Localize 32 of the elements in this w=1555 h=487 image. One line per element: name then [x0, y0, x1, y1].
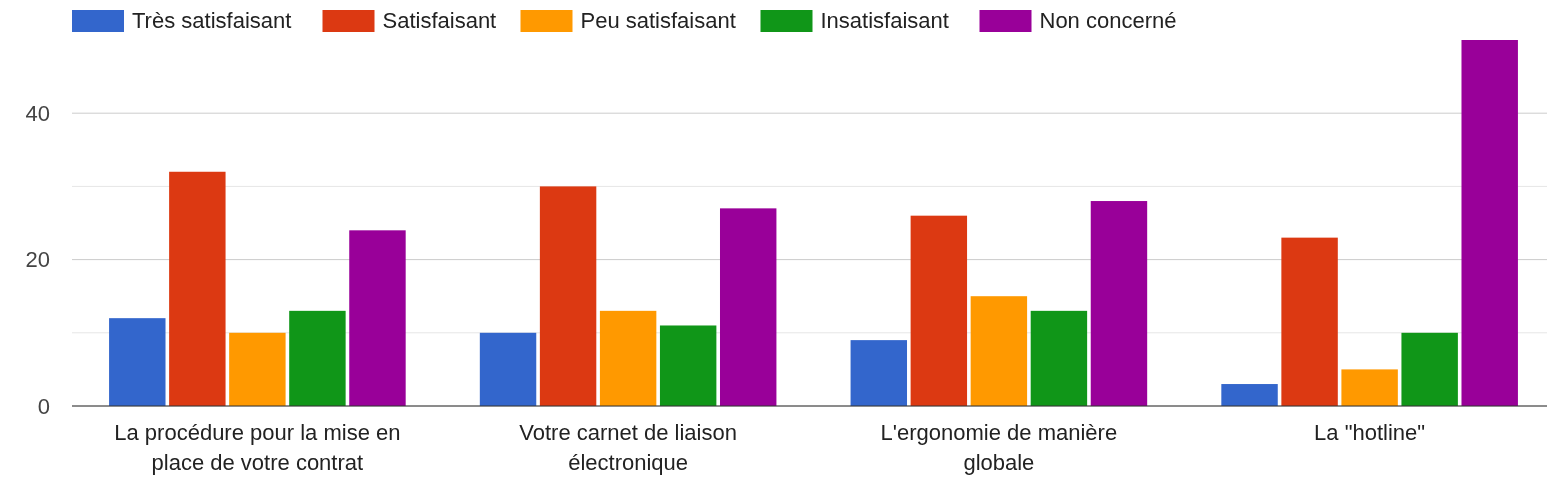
- legend-label: Peu satisfaisant: [580, 8, 736, 33]
- legend-label: Non concerné: [1039, 8, 1177, 33]
- x-tick-label: La "hotline": [1314, 420, 1426, 445]
- legend-label: Satisfaisant: [382, 8, 497, 33]
- bar: [1221, 384, 1278, 406]
- y-tick-label: 40: [25, 100, 50, 126]
- legend-label: Très satisfaisant: [132, 8, 292, 33]
- bar: [109, 318, 166, 406]
- bar: [1090, 201, 1148, 406]
- bar: [1341, 369, 1398, 406]
- bar: [479, 332, 537, 406]
- bar: [970, 296, 1028, 406]
- y-tick-label: 20: [25, 247, 50, 273]
- x-tick-label: L'ergonomie de manière globale: [880, 420, 1118, 475]
- bar: [850, 340, 908, 406]
- bar: [169, 171, 226, 406]
- x-tick-label: Votre carnet de liaison électronique: [519, 420, 737, 475]
- bar: [599, 310, 657, 406]
- bar: [289, 310, 346, 406]
- x-tick-label: La procédure pour la mise en place de votre contrat: [114, 420, 401, 475]
- legend-label: Insatisfaisant: [820, 8, 949, 33]
- bar: [229, 332, 286, 406]
- bar: [659, 325, 717, 406]
- bar: [1461, 40, 1518, 406]
- bar: [1281, 237, 1338, 406]
- bar: [1030, 310, 1088, 406]
- bar: [719, 208, 777, 406]
- bar: [1401, 332, 1458, 406]
- bar: [539, 186, 597, 406]
- bar: [910, 215, 968, 406]
- bar: [349, 230, 406, 406]
- y-tick-label: 0: [37, 393, 50, 419]
